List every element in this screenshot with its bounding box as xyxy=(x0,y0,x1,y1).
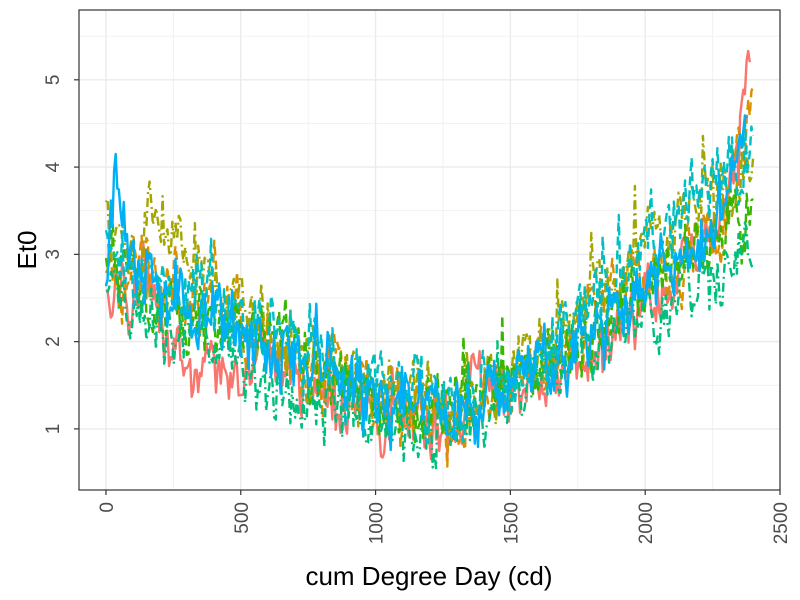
series-line-6 xyxy=(104,116,755,445)
series-line-7 xyxy=(104,114,748,452)
x-axis-title: cum Degree Day (cd) xyxy=(305,561,552,591)
y-tick-label: 1 xyxy=(43,424,64,435)
plot-panel-border xyxy=(78,9,781,491)
y-axis-title: Et0 xyxy=(12,230,42,269)
y-tick-label: 4 xyxy=(43,161,64,172)
x-tick-label: 0 xyxy=(97,502,118,513)
x-tick-label: 1000 xyxy=(367,502,388,544)
y-tick-label: 2 xyxy=(43,336,64,347)
x-axis-ticks: 0 500 1000 1500 2000 2500 xyxy=(97,490,792,544)
x-tick-label: 2500 xyxy=(771,502,792,544)
y-tick-label: 3 xyxy=(43,249,64,260)
x-tick-label: 2000 xyxy=(636,502,657,544)
x-tick-label: 1500 xyxy=(501,502,522,544)
series-layer xyxy=(104,49,755,470)
y-axis-ticks: 1 2 3 4 5 xyxy=(43,75,79,435)
x-tick-label: 500 xyxy=(232,502,253,534)
y-tick-label: 5 xyxy=(43,75,64,86)
